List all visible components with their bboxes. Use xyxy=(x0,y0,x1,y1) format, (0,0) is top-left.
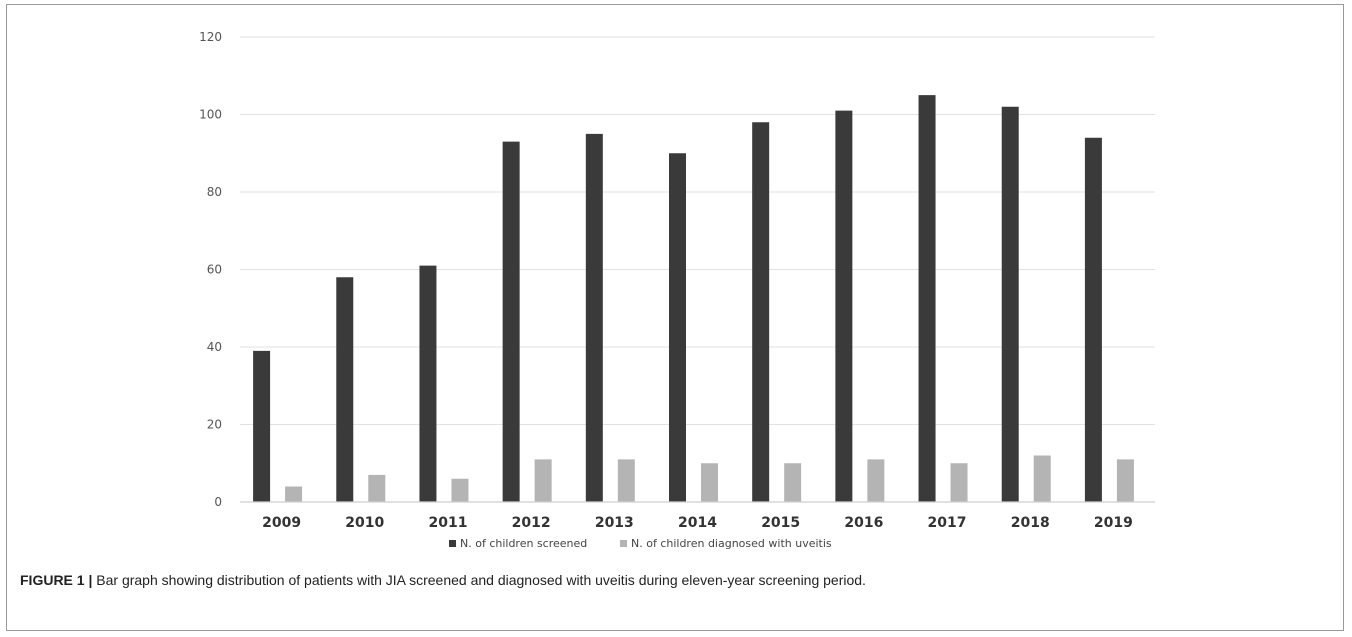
bar-screened xyxy=(752,122,770,502)
bar-screened xyxy=(1084,137,1102,502)
bar-screened xyxy=(336,277,354,502)
x-tick-label: 2011 xyxy=(428,515,467,531)
bar-screened xyxy=(502,141,520,502)
bar-diagnosed xyxy=(368,474,386,502)
legend-swatch xyxy=(449,540,456,547)
x-tick-label: 2012 xyxy=(512,515,551,531)
y-tick-label: 60 xyxy=(207,263,222,277)
x-axis-ticks: 2009 2010 2011 2012 2013 2014 2015 2016 2017 2018… xyxy=(262,515,1133,531)
bar-diagnosed xyxy=(1033,455,1051,502)
bar-chart: 0 20 40 60 80 100 120 2009 2010 2011 2012 2013 2014… xyxy=(199,30,1155,550)
bar-screened xyxy=(253,350,271,502)
x-tick-label: 2010 xyxy=(345,515,384,531)
legend-label: N. of children screened xyxy=(460,537,587,550)
x-tick-label: 2015 xyxy=(761,515,800,531)
y-tick-label: 40 xyxy=(207,340,222,354)
figure-caption-text: Bar graph showing distribution of patien… xyxy=(96,572,866,588)
bar-screened xyxy=(1001,106,1019,502)
bars xyxy=(253,95,1134,502)
legend-label: N. of children diagnosed with uveitis xyxy=(631,537,832,550)
bar-screened xyxy=(835,110,853,502)
bar-diagnosed xyxy=(451,478,469,502)
figure-caption: FIGURE 1 | Bar graph showing distributio… xyxy=(20,572,1330,588)
bar-screened xyxy=(419,265,437,502)
bar-screened xyxy=(669,153,686,502)
x-tick-label: 2014 xyxy=(678,515,717,531)
bar-screened xyxy=(918,95,936,502)
legend-swatch xyxy=(620,540,627,547)
y-tick-label: 20 xyxy=(207,418,222,432)
bar-diagnosed xyxy=(285,486,303,502)
bar-diagnosed xyxy=(1116,459,1134,502)
bar-diagnosed xyxy=(867,459,885,502)
x-tick-label: 2016 xyxy=(844,515,883,531)
x-tick-label: 2017 xyxy=(928,515,967,531)
legend: N. of children screened N. of children di… xyxy=(449,537,832,550)
x-tick-label: 2018 xyxy=(1011,515,1050,531)
bar-diagnosed xyxy=(950,463,968,502)
y-tick-label: 100 xyxy=(199,108,222,122)
bar-diagnosed xyxy=(534,459,552,502)
bar-screened xyxy=(585,133,603,502)
y-tick-label: 120 xyxy=(199,30,222,44)
bar-diagnosed xyxy=(617,459,635,502)
y-axis-ticks: 0 20 40 60 80 100 120 xyxy=(199,30,222,509)
y-tick-label: 0 xyxy=(214,495,222,509)
x-tick-label: 2019 xyxy=(1094,515,1133,531)
bar-diagnosed xyxy=(701,463,718,502)
figure-label: FIGURE 1 | xyxy=(20,572,93,588)
x-tick-label: 2009 xyxy=(262,515,301,531)
x-tick-label: 2013 xyxy=(595,515,634,531)
y-tick-label: 80 xyxy=(207,185,222,199)
bar-diagnosed xyxy=(784,463,802,502)
